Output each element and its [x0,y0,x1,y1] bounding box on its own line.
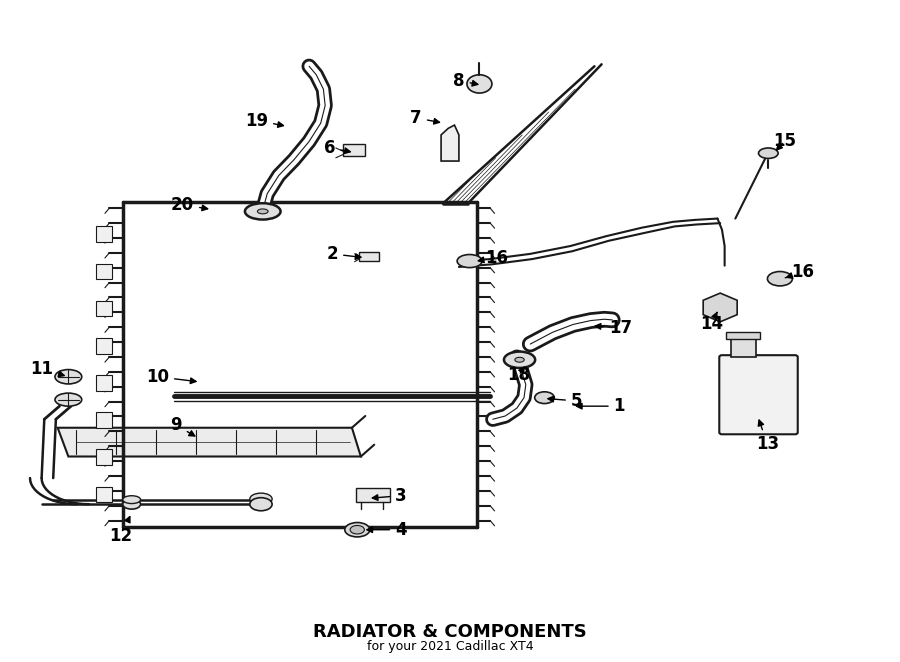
Ellipse shape [250,498,272,511]
Ellipse shape [122,499,140,509]
Bar [343,144,365,156]
Ellipse shape [515,357,524,362]
Bar [96,487,112,502]
Ellipse shape [535,392,554,404]
Ellipse shape [504,352,536,368]
Ellipse shape [457,254,482,267]
Ellipse shape [55,393,82,406]
Bar [359,252,379,261]
Text: 14: 14 [699,312,723,334]
Text: 9: 9 [170,416,194,436]
Bar [96,263,112,279]
Text: 12: 12 [110,516,132,545]
Text: 20: 20 [171,196,208,214]
Polygon shape [58,428,361,457]
Ellipse shape [350,526,365,534]
Text: 3: 3 [373,487,407,504]
Text: 15: 15 [773,132,796,150]
Text: 13: 13 [756,420,779,453]
Ellipse shape [55,369,82,384]
Bar [96,338,112,354]
Text: 8: 8 [454,71,478,89]
Bar [96,375,112,391]
Text: 5: 5 [548,392,582,410]
Bar [96,412,112,428]
Text: 18: 18 [508,367,530,385]
Ellipse shape [345,522,370,537]
Text: RADIATOR & COMPONENTS: RADIATOR & COMPONENTS [313,623,587,641]
Bar [122,201,477,527]
Ellipse shape [122,496,140,504]
Text: 16: 16 [786,263,814,281]
Text: 19: 19 [245,111,284,130]
Text: 11: 11 [30,360,64,378]
Bar [96,449,112,465]
Text: 16: 16 [478,249,508,267]
Text: for your 2021 Cadillac XT4: for your 2021 Cadillac XT4 [366,639,534,653]
Ellipse shape [257,209,268,214]
Text: 7: 7 [410,109,439,127]
Text: 10: 10 [146,368,196,386]
Bar [726,332,760,339]
Polygon shape [441,125,459,161]
Text: 2: 2 [327,245,361,263]
Bar [356,488,391,502]
Text: 4: 4 [367,521,407,539]
Text: 17: 17 [595,318,633,337]
Ellipse shape [768,271,792,286]
Bar [96,226,112,242]
Text: 1: 1 [577,397,625,415]
Ellipse shape [250,493,272,505]
Bar [731,338,756,357]
Ellipse shape [759,148,778,158]
Ellipse shape [245,203,281,220]
FancyBboxPatch shape [719,355,797,434]
Circle shape [467,75,492,93]
Bar [96,301,112,316]
Text: 6: 6 [324,139,350,157]
